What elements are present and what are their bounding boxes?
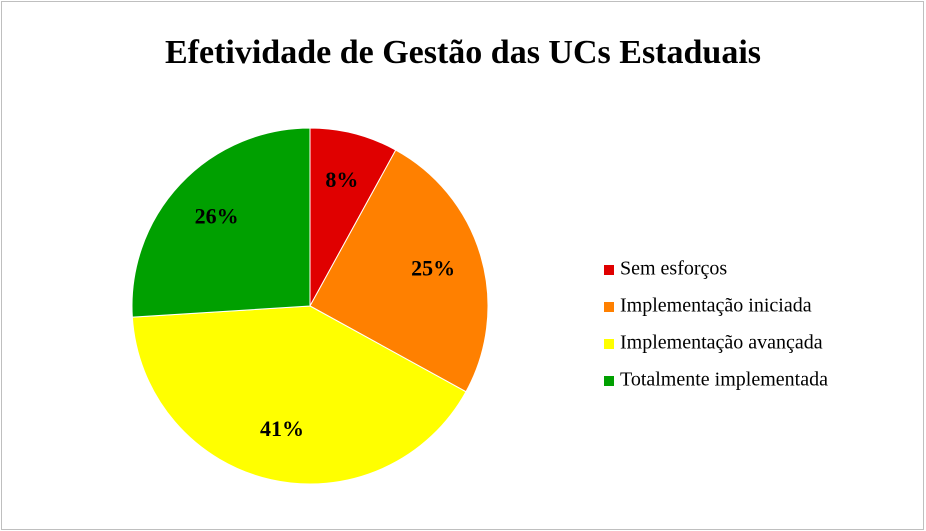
pie-slice — [309, 127, 397, 307]
data-label: 8% — [325, 167, 358, 192]
pie-slice — [131, 127, 311, 318]
legend-label: Sem esforços — [620, 258, 727, 280]
legend-label: Totalmente implementada — [620, 369, 828, 391]
legend-swatch — [604, 376, 614, 386]
chart-title: Efetividade de Gestão das UCs Estaduais — [165, 34, 761, 71]
pie-slice — [309, 149, 489, 393]
data-label: 41% — [260, 416, 304, 441]
legend-label: Implementação avançada — [620, 332, 823, 354]
legend-label: Implementação iniciada — [620, 295, 812, 317]
legend-swatch — [604, 265, 614, 275]
pie-slice — [131, 305, 467, 485]
data-label: 26% — [195, 203, 239, 228]
legend-swatch — [604, 302, 614, 312]
data-label: 25% — [411, 255, 455, 280]
legend-swatch — [604, 339, 614, 349]
